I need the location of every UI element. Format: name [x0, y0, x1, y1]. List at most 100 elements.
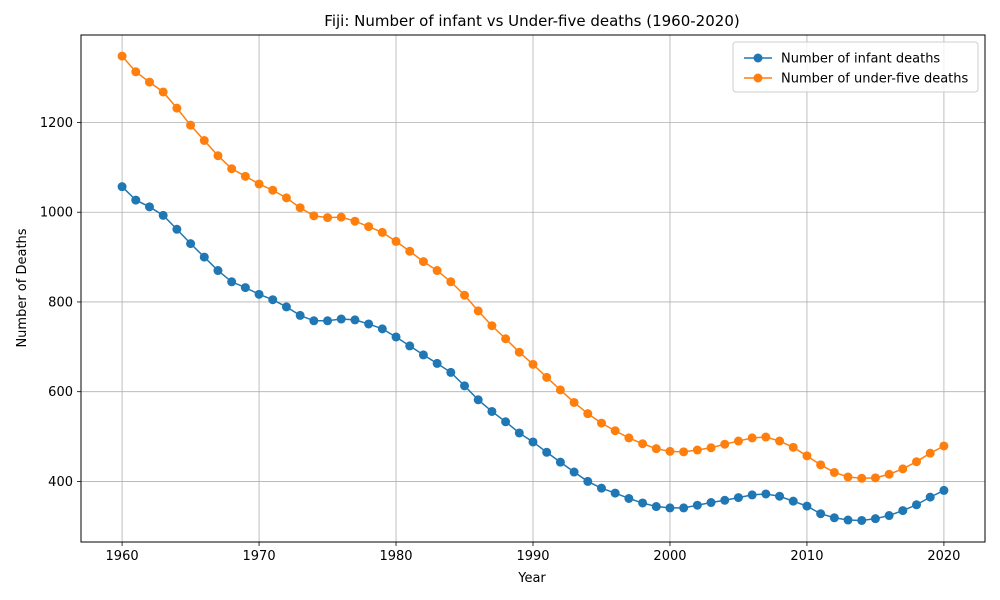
data-point — [309, 211, 319, 221]
x-tick-label: 1970 — [243, 549, 276, 564]
data-point — [583, 476, 593, 486]
data-point — [569, 467, 579, 477]
y-tick-label: 400 — [48, 475, 73, 490]
legend-label-infant: Number of infant deaths — [781, 52, 940, 67]
data-point — [651, 502, 661, 512]
data-point — [213, 266, 223, 276]
data-point — [487, 406, 497, 416]
series-1 — [117, 51, 949, 483]
data-point — [816, 460, 826, 470]
data-point — [281, 302, 291, 312]
data-point — [295, 310, 305, 320]
data-point — [199, 135, 209, 145]
data-point — [528, 437, 538, 447]
data-point — [473, 395, 483, 405]
data-point — [829, 467, 839, 477]
data-point — [446, 277, 456, 287]
y-tick-label: 600 — [48, 385, 73, 400]
data-point — [350, 315, 360, 325]
data-point — [665, 446, 675, 456]
data-point — [542, 372, 552, 382]
data-point — [446, 367, 456, 377]
data-point — [884, 469, 894, 479]
data-point — [350, 216, 360, 226]
data-point — [501, 334, 511, 344]
data-point — [418, 257, 428, 267]
y-axis-label: Number of Deaths — [15, 228, 30, 347]
data-point — [816, 509, 826, 519]
data-point — [583, 409, 593, 419]
legend-marker-under-five — [753, 73, 763, 83]
series-layer — [117, 51, 949, 525]
data-point — [131, 195, 141, 205]
data-point — [775, 436, 785, 446]
data-point — [761, 489, 771, 499]
data-point — [679, 503, 689, 513]
data-point — [405, 246, 415, 256]
data-point — [610, 488, 620, 498]
data-point — [528, 359, 538, 369]
data-point — [555, 385, 565, 395]
data-point — [706, 498, 716, 508]
data-point — [295, 203, 305, 213]
data-point — [268, 185, 278, 195]
data-point — [775, 491, 785, 501]
data-point — [857, 473, 867, 483]
data-point — [391, 332, 401, 342]
data-point — [254, 179, 264, 189]
data-point — [487, 321, 497, 331]
data-point — [199, 252, 209, 262]
data-point — [912, 500, 922, 510]
data-point — [309, 316, 319, 326]
data-point — [829, 513, 839, 523]
data-point — [733, 493, 743, 503]
series-0 — [117, 182, 949, 525]
legend-box — [732, 41, 979, 93]
data-point — [802, 501, 812, 511]
data-point — [788, 496, 798, 506]
data-point — [624, 433, 634, 443]
chart-title: Fiji: Number of infant vs Under-five dea… — [324, 12, 739, 30]
data-point — [720, 439, 730, 449]
data-point — [144, 77, 154, 87]
data-point — [117, 182, 127, 192]
data-point — [843, 515, 853, 525]
data-point — [788, 442, 798, 452]
x-tick-label: 1960 — [106, 549, 139, 564]
data-point — [939, 441, 949, 451]
data-point — [158, 87, 168, 97]
data-point — [912, 457, 922, 467]
data-point — [172, 103, 182, 113]
data-point — [432, 358, 442, 368]
x-tick-label: 1980 — [379, 549, 412, 564]
data-point — [596, 418, 606, 428]
data-point — [514, 347, 524, 357]
data-point — [870, 473, 880, 483]
y-tick-label: 1200 — [40, 116, 73, 131]
y-tick-label: 800 — [48, 295, 73, 310]
data-point — [706, 443, 716, 453]
data-point — [227, 277, 237, 287]
x-tick-label: 2000 — [653, 549, 686, 564]
y-tick-label: 1000 — [40, 206, 73, 221]
data-point — [514, 428, 524, 438]
data-point — [638, 439, 648, 449]
x-axis-label: Year — [517, 571, 546, 586]
data-point — [802, 451, 812, 461]
x-tick-label: 1990 — [516, 549, 549, 564]
data-point — [884, 511, 894, 521]
data-point — [925, 448, 935, 458]
legend: Number of infant deaths Number of under-… — [732, 41, 979, 93]
data-point — [870, 514, 880, 524]
data-point — [268, 295, 278, 305]
data-point — [364, 222, 374, 232]
x-tick-label: 2020 — [927, 549, 960, 564]
data-point — [364, 319, 374, 329]
data-point — [665, 503, 675, 513]
data-point — [172, 224, 182, 234]
data-point — [939, 485, 949, 495]
data-point — [679, 447, 689, 457]
data-point — [240, 283, 250, 293]
data-point — [323, 316, 333, 326]
